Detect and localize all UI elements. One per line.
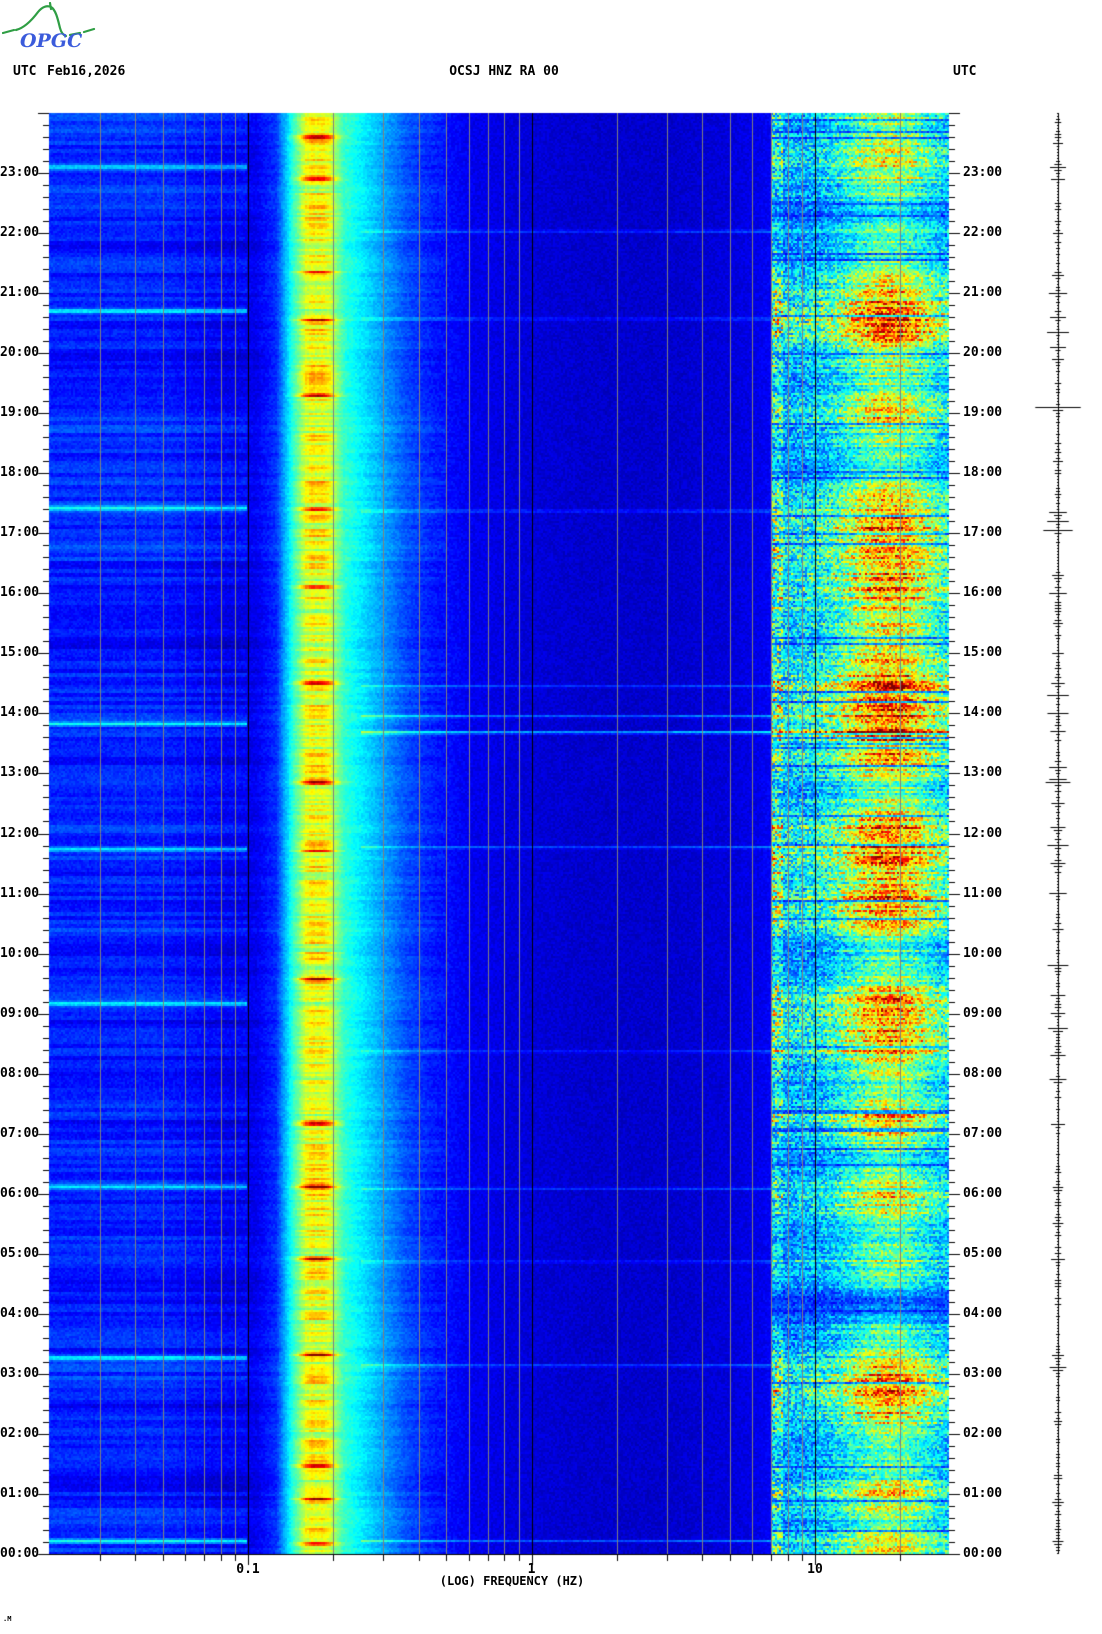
time-label-right: 06:00: [963, 1185, 1003, 1201]
time-label-right: 16:00: [963, 585, 1003, 601]
time-label-left: 20:00: [0, 345, 40, 361]
time-label-left: 22:00: [0, 225, 40, 241]
time-label-right: 20:00: [963, 345, 1003, 361]
time-label-left: 15:00: [0, 645, 40, 661]
freq-tick-label: 1: [527, 1562, 536, 1577]
time-label-right: 00:00: [963, 1546, 1003, 1561]
time-label-right: 12:00: [963, 825, 1003, 841]
time-label-right: 07:00: [963, 1125, 1003, 1141]
time-label-right: 23:00: [963, 165, 1003, 181]
time-label-left: 10:00: [0, 945, 40, 961]
time-label-right: 08:00: [963, 1065, 1003, 1081]
time-label-left: 06:00: [0, 1185, 40, 1201]
time-label-left: 21:00: [0, 285, 40, 301]
time-label-left: 01:00: [0, 1485, 40, 1501]
time-label-right: 15:00: [963, 645, 1003, 661]
time-label-left: 12:00: [0, 825, 40, 841]
time-label-right: 11:00: [963, 885, 1003, 901]
time-label-right: 01:00: [963, 1485, 1003, 1501]
corner-mark: .M: [3, 1615, 12, 1623]
time-label-left: 23:00: [0, 165, 40, 181]
time-label-right: 04:00: [963, 1305, 1003, 1321]
time-label-right: 18:00: [963, 465, 1003, 481]
freq-axis-title: (LOG) FREQUENCY (HZ): [439, 1574, 585, 1588]
time-label-left: 07:00: [0, 1125, 40, 1141]
time-label-right: 22:00: [963, 225, 1003, 241]
time-label-left: 02:00: [0, 1425, 40, 1441]
time-label-right: 10:00: [963, 945, 1003, 961]
time-label-right: 14:00: [963, 705, 1003, 721]
time-label-right: 09:00: [963, 1005, 1003, 1021]
time-label-left: 03:00: [0, 1365, 40, 1381]
time-label-left: 04:00: [0, 1305, 40, 1321]
freq-tick-label: 10: [807, 1562, 823, 1577]
time-label-right: 05:00: [963, 1245, 1003, 1261]
time-label-right: 03:00: [963, 1365, 1003, 1381]
freq-tick-label: 0.1: [236, 1562, 260, 1577]
time-label-left: 16:00: [0, 585, 40, 601]
time-label-left: 09:00: [0, 1005, 40, 1021]
time-label-left: 18:00: [0, 465, 40, 481]
time-label-right: 19:00: [963, 405, 1003, 421]
time-label-right: 02:00: [963, 1425, 1003, 1441]
time-label-left: 11:00: [0, 885, 40, 901]
time-label-left: 14:00: [0, 705, 40, 721]
time-label-left: 08:00: [0, 1065, 40, 1081]
time-label-left: 19:00: [0, 405, 40, 421]
time-label-left: 00:00: [0, 1546, 40, 1561]
time-label-right: 17:00: [963, 525, 1003, 541]
time-label-left: 13:00: [0, 765, 40, 781]
time-label-left: 05:00: [0, 1245, 40, 1261]
time-label-right: 21:00: [963, 285, 1003, 301]
time-label-right: 13:00: [963, 765, 1003, 781]
time-label-left: 17:00: [0, 525, 40, 541]
